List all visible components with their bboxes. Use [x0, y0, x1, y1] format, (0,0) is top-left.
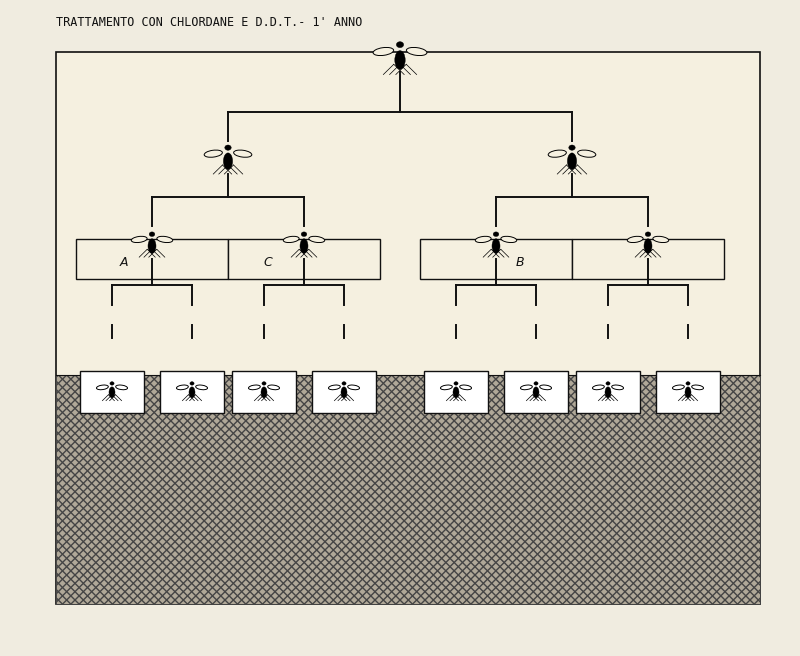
Ellipse shape [394, 51, 405, 70]
Ellipse shape [301, 232, 307, 237]
Ellipse shape [540, 385, 551, 390]
Bar [160, 371, 224, 413]
Ellipse shape [110, 382, 114, 385]
Ellipse shape [646, 232, 651, 237]
Ellipse shape [309, 236, 325, 243]
Ellipse shape [223, 153, 233, 169]
Ellipse shape [189, 387, 195, 398]
Bar [504, 371, 568, 413]
Ellipse shape [686, 382, 690, 385]
Text: B: B [516, 256, 524, 269]
Ellipse shape [644, 239, 652, 253]
Ellipse shape [148, 239, 156, 253]
Ellipse shape [116, 385, 127, 390]
Bar [80, 371, 144, 413]
Ellipse shape [225, 145, 231, 150]
Ellipse shape [406, 47, 427, 56]
Ellipse shape [234, 150, 252, 157]
Ellipse shape [348, 385, 359, 390]
Ellipse shape [692, 385, 703, 390]
Ellipse shape [627, 236, 643, 243]
Ellipse shape [109, 387, 115, 398]
Bar [228, 239, 380, 279]
Ellipse shape [605, 387, 611, 398]
Ellipse shape [396, 42, 404, 48]
Ellipse shape [475, 236, 491, 243]
Ellipse shape [283, 236, 299, 243]
Ellipse shape [373, 47, 394, 56]
Ellipse shape [341, 387, 347, 398]
Ellipse shape [190, 382, 194, 385]
Ellipse shape [521, 385, 532, 390]
Ellipse shape [261, 387, 267, 398]
Ellipse shape [131, 236, 147, 243]
Ellipse shape [157, 236, 173, 243]
Ellipse shape [612, 385, 623, 390]
Text: TRATTAMENTO CON CHLORDANE E D.D.T.- 1' ANNO: TRATTAMENTO CON CHLORDANE E D.D.T.- 1' A… [56, 16, 362, 30]
Ellipse shape [569, 145, 575, 150]
Ellipse shape [685, 387, 691, 398]
Bar [56, 375, 760, 604]
Ellipse shape [204, 150, 222, 157]
Ellipse shape [249, 385, 260, 390]
Text: A: A [120, 256, 128, 269]
Bar [576, 371, 640, 413]
Ellipse shape [593, 385, 604, 390]
Ellipse shape [149, 232, 155, 237]
Bar [312, 371, 376, 413]
Ellipse shape [177, 385, 188, 390]
Ellipse shape [262, 382, 266, 385]
Ellipse shape [97, 385, 108, 390]
Ellipse shape [454, 382, 458, 385]
Ellipse shape [673, 385, 684, 390]
Ellipse shape [534, 382, 538, 385]
Ellipse shape [196, 385, 207, 390]
Ellipse shape [548, 150, 566, 157]
Ellipse shape [653, 236, 669, 243]
Bar [656, 371, 720, 413]
Ellipse shape [268, 385, 279, 390]
Bar [56, 375, 760, 604]
Bar [232, 371, 296, 413]
Ellipse shape [460, 385, 471, 390]
Ellipse shape [578, 150, 596, 157]
Ellipse shape [567, 153, 577, 169]
Bar [424, 371, 488, 413]
Ellipse shape [300, 239, 308, 253]
Ellipse shape [492, 239, 500, 253]
Ellipse shape [329, 385, 340, 390]
Text: C: C [264, 256, 272, 269]
Bar [56, 52, 760, 604]
Bar [56, 375, 760, 604]
Ellipse shape [606, 382, 610, 385]
Bar [572, 239, 724, 279]
Ellipse shape [501, 236, 517, 243]
Ellipse shape [493, 232, 499, 237]
Ellipse shape [533, 387, 539, 398]
Ellipse shape [342, 382, 346, 385]
Ellipse shape [453, 387, 459, 398]
Ellipse shape [441, 385, 452, 390]
Bar [76, 239, 228, 279]
Bar [420, 239, 572, 279]
